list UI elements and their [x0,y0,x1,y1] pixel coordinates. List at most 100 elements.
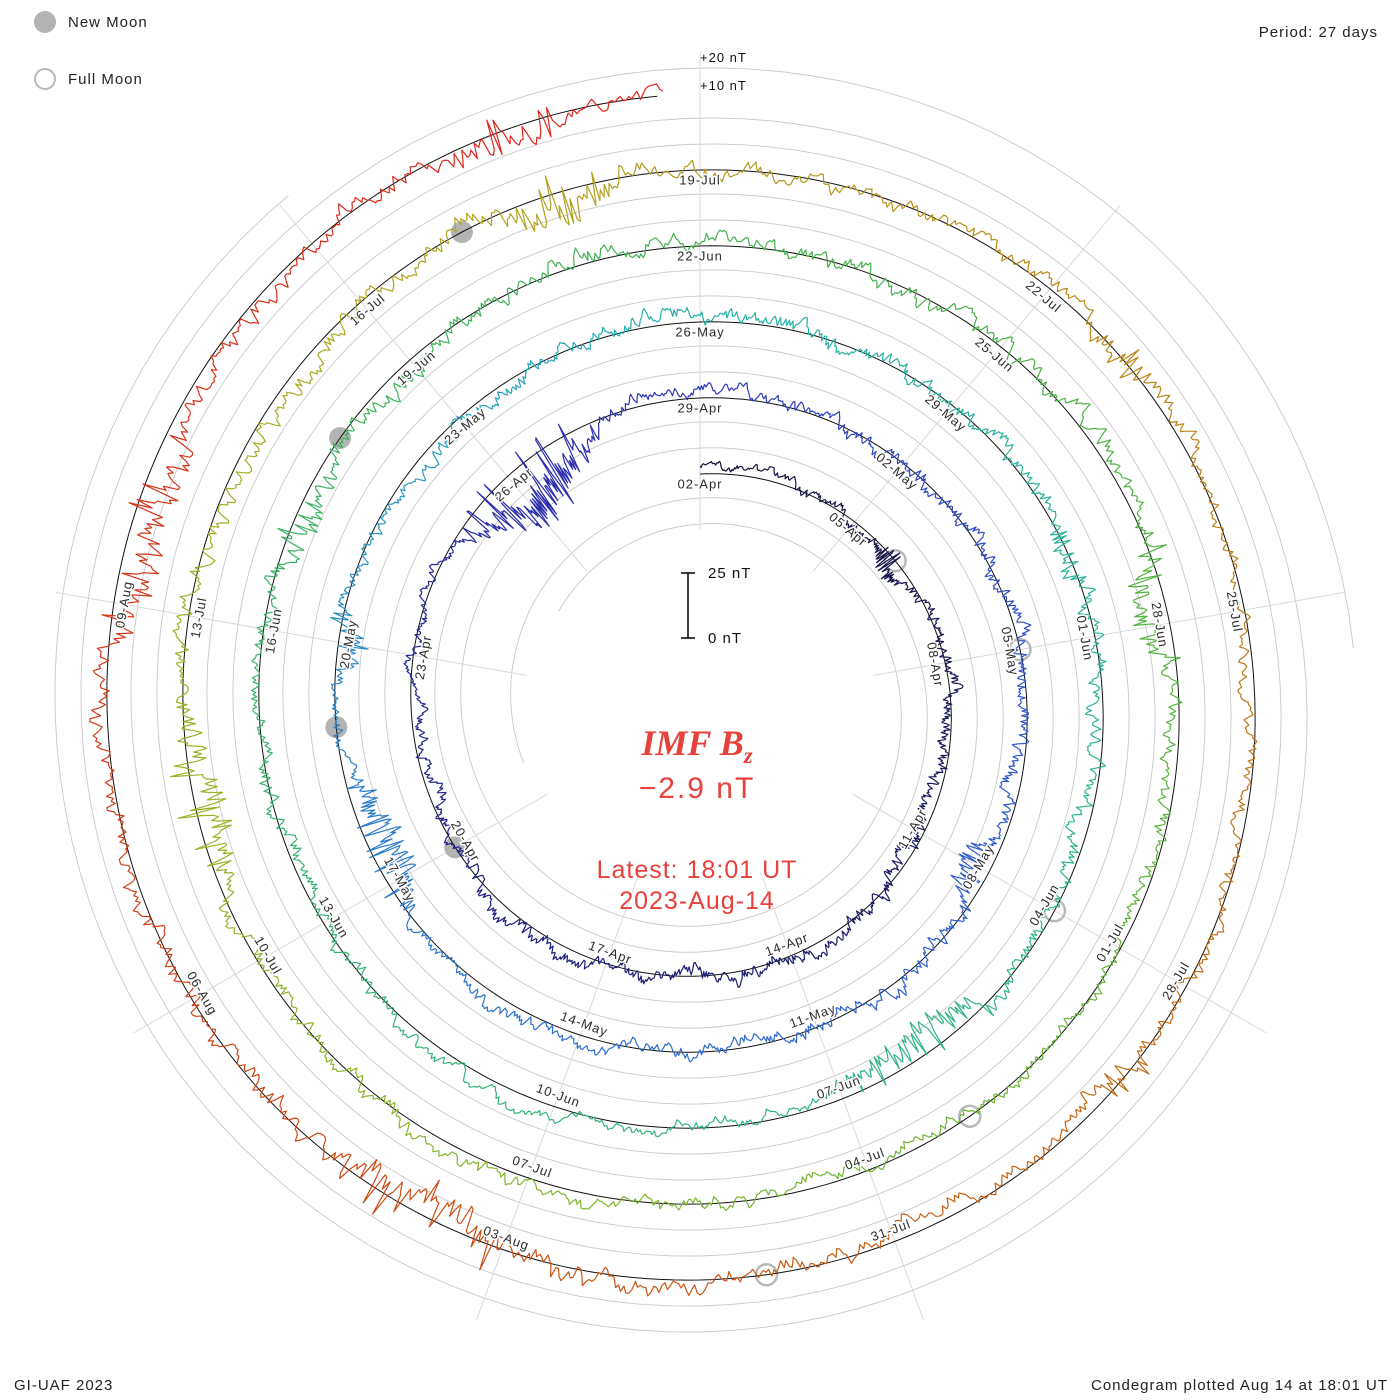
trace-segment [393,342,437,388]
spiral-date-label: 01-Jul [1093,921,1127,964]
legend-new-moon: New Moon [34,11,148,33]
trace-segment [330,580,356,632]
trace-segment [1209,865,1234,940]
trace-segment [508,1245,583,1282]
spiral-date-label: 28-Jul [1159,959,1193,1002]
trace-segment [557,422,600,473]
trace-segment [415,702,429,741]
trace-segment [361,978,398,1028]
plotted-label: Condegram plotted Aug 14 at 18:01 UT [1090,1377,1388,1394]
trace-segment [560,953,604,970]
trace-segment [324,1056,380,1101]
trace-segment [435,302,486,346]
trace-segment [756,166,829,186]
spiral-date-label: 02-May [873,450,920,493]
trace-segment [765,466,797,483]
spiral-date-label: 05-May [998,626,1021,677]
trace-segment [597,237,660,260]
trace-segment [1162,687,1183,752]
trace-segment [535,437,577,504]
legend-new-moon-label: New Moon [68,13,148,31]
legend-full-moon-label: Full Moon [68,70,143,88]
trace-segment [427,777,447,814]
trace-segment [492,916,532,939]
latest-value: −2.9 nT [638,772,756,805]
trace-segment [1054,396,1108,444]
trace-segment [1180,430,1213,501]
trace-segment [417,212,474,265]
trace-segment [1133,366,1185,432]
trace-segment [450,527,491,554]
trace-segment [559,90,638,128]
trace-segment [1006,355,1058,398]
trace-segment [950,1165,1022,1204]
trace-segment [1171,938,1214,1003]
trace-segment [845,258,902,296]
trace-segment [936,398,982,432]
trace-segment [1144,814,1168,878]
trace-segment [1050,510,1075,564]
baseline-spiral [106,95,1256,1281]
trace-segment [466,983,508,1015]
trace-segment [1115,876,1146,934]
latest-timestamp: Latest: 18:01 UT 2023-Aug-14 [0,855,1394,917]
trace-segment [163,411,194,491]
trace-segment [128,483,179,562]
trace-segment [547,1110,608,1127]
trace-segment [374,855,417,911]
trace-segment [746,955,781,978]
spiral-date-label: 09-Aug [112,580,135,630]
trace-segment [828,184,899,213]
trace-segment [636,970,674,985]
trace-segment [362,1163,440,1228]
trace-segment [123,872,166,948]
trace-segment [845,521,877,544]
trace-segment [1103,439,1139,498]
spiral-date-label: 29-Apr [677,400,722,415]
spiral-date-label: 07-Jun [815,1072,863,1102]
trace-segment [229,283,289,346]
trace-segment [933,617,947,652]
trace-segment [105,795,132,874]
trace-segment [331,679,343,730]
trace-segment [844,348,900,364]
trace-segment [1237,643,1254,719]
trace-segment [1013,608,1032,655]
grid-spiral [80,67,1354,1307]
spiral-date-label: 01-Jun [1074,614,1097,662]
radial-spoke [759,871,925,1321]
trace-segment [886,844,910,875]
new-moon-icon [34,11,56,33]
trace-segment [897,200,968,231]
trace-segment [172,604,193,677]
trace-segment [974,528,996,575]
trace-segment [720,1108,777,1128]
trace-segment [917,782,938,814]
trace-segment [378,1094,432,1146]
trace-segment [966,227,1031,272]
trace-segment [928,751,950,785]
full-moon-marker [1042,898,1067,923]
trace-segment [937,717,951,753]
trace-segment [207,476,243,540]
full-moon-marker [883,548,907,573]
plus10-grid-label: +10 nT [700,78,747,93]
trace-segment [1093,932,1122,999]
trace-segment [699,460,733,473]
trace-segment [1208,500,1239,571]
trace-segment [551,1028,596,1055]
trace-segment [684,159,758,183]
trace-segment [794,482,824,503]
trace-segment [779,949,820,965]
trace-segment [355,264,419,303]
trace-segment [694,1190,762,1212]
trace-segment [403,903,433,951]
trace-segment [675,382,720,401]
trace-segment [1049,998,1098,1047]
trace-segment [594,1036,647,1056]
trace-segment [177,814,235,875]
trace-segment [829,1059,887,1097]
trace-segment [335,174,407,226]
trace-segment [903,937,936,978]
trace-segment [1230,569,1251,645]
